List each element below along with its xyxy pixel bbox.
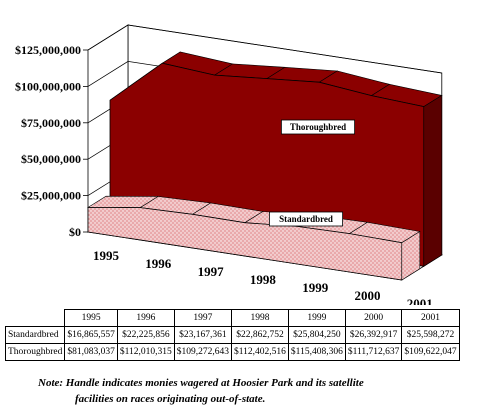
x-tick-label: 1997 <box>198 264 225 279</box>
series-label: Thoroughbred <box>290 122 346 132</box>
y-tick-label: $125,000,000 <box>15 43 81 57</box>
x-tick-label: 2000 <box>355 288 381 303</box>
column-header: 1999 <box>287 309 346 327</box>
table-cell: $16,865,557 <box>64 326 118 344</box>
y-tick-label: $50,000,000 <box>21 152 81 166</box>
table-cell: $109,622,047 <box>401 343 460 361</box>
footnote-line-1: Note: Handle indicates monies wagered at… <box>38 377 364 389</box>
thoroughbred-end-cap <box>423 94 443 267</box>
table-cell: $23,167,361 <box>173 326 233 344</box>
y-tick-label: $75,000,000 <box>21 116 81 130</box>
footnote-line-2: facilities on races originating out-of-s… <box>75 393 266 405</box>
y-tick-label: $100,000,000 <box>15 79 81 93</box>
standardbred-series <box>86 195 421 281</box>
table-cell: $112,010,315 <box>116 343 175 361</box>
gridline <box>87 24 442 74</box>
row-label: Thoroughbred <box>4 343 66 361</box>
table-cell: $25,598,272 <box>401 326 460 344</box>
table-header-row: 1995 1996 1997 1998 1999 2000 2001 <box>5 309 460 327</box>
series-labels: Thoroughbred Standardbred <box>268 119 355 227</box>
column-header: 2000 <box>344 309 403 327</box>
column-header: 1995 <box>64 309 118 327</box>
y-axis-ticks: $0 $25,000,000 $50,000,000 $75,000,000 $100,… <box>15 43 88 239</box>
y-tick-label: $0 <box>69 225 81 239</box>
table-cell: $26,392,917 <box>344 326 403 344</box>
table-cell: $22,862,752 <box>231 326 289 344</box>
area-chart: $0 $25,000,000 $50,000,000 $75,000,000 $100,… <box>15 24 443 305</box>
table-cell: $111,712,637 <box>344 343 403 361</box>
table-row: Standardbred $16,865,557 $22,225,856 $23,16… <box>4 326 460 344</box>
column-header: 1997 <box>173 309 233 327</box>
x-tick-label: 1996 <box>145 256 172 271</box>
table-cell: $22,225,856 <box>116 326 175 344</box>
x-tick-label: 1998 <box>250 272 277 287</box>
series-label: Standardbred <box>279 214 333 224</box>
x-tick-label: 2001 <box>407 296 433 305</box>
data-table: 1995 1996 1997 1998 1999 2000 2001 Standardbred… <box>4 309 460 361</box>
standardbred-end-cap <box>401 230 421 281</box>
y-tick-label: $25,000,000 <box>21 189 81 203</box>
x-tick-label: 1999 <box>302 280 329 295</box>
column-header: 1996 <box>116 309 175 327</box>
x-axis-ticks: 1995 1996 1997 1998 1999 2000 2001 <box>93 248 433 305</box>
table-cell: $112,402,516 <box>231 343 289 361</box>
row-label: Standardbred <box>4 326 66 344</box>
table-row: Thoroughbred $81,083,037 $112,010,315 $109,… <box>4 343 460 361</box>
series-label-box <box>280 119 355 135</box>
table-cell: $25,804,250 <box>287 326 346 344</box>
x-tick-label: 1995 <box>93 248 120 263</box>
table-cell: $115,408,306 <box>287 343 346 361</box>
column-header: 2001 <box>401 309 460 327</box>
column-header: 1998 <box>231 309 289 327</box>
series-label-box <box>268 211 343 227</box>
table-corner <box>5 309 66 327</box>
table-cell: $81,083,037 <box>64 343 118 361</box>
table-cell: $109,272,643 <box>173 343 233 361</box>
